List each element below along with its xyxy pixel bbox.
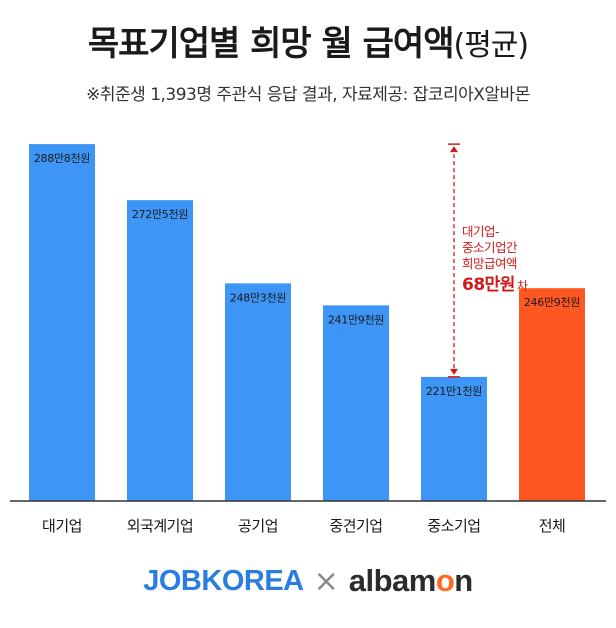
chart-title: 목표기업별 희망 월 급여액(평균) xyxy=(0,16,616,65)
bar-1 xyxy=(29,144,95,501)
chart-title-suffix: (평균) xyxy=(453,28,529,63)
bar-5 xyxy=(421,376,487,501)
data-label-1: 288만8천원 xyxy=(34,151,90,165)
annotation-line-1: 대기업- xyxy=(462,224,499,239)
chart-subtitle: ※취준생 1,393명 주관식 응답 결과, 자료제공: 잡코리아X알바몬 xyxy=(86,85,530,105)
bar-2 xyxy=(127,200,193,501)
data-label-3: 248만3천원 xyxy=(230,290,286,304)
bar-chart: 288만8천원대기업272만5천원외국계기업248만3천원공기업241만9천원중… xyxy=(10,143,606,535)
annotation-arrow-down xyxy=(450,368,458,375)
data-label-5: 221만1천원 xyxy=(426,384,482,398)
category-label-5: 중소기업 xyxy=(427,517,480,535)
annotation-line-3: 희망급여액 xyxy=(462,256,517,271)
jobkorea-logo: JOBKOREA xyxy=(143,564,304,597)
bar-4 xyxy=(323,305,389,501)
annotation-suffix: 차 xyxy=(517,279,528,293)
bar-3 xyxy=(225,283,291,501)
annotation-line-2: 중소기업간 xyxy=(462,240,518,255)
albamon-logo: albamon xyxy=(348,563,473,598)
logo-bar: JOBKOREA × albamon xyxy=(0,556,616,606)
data-label-2: 272만5천원 xyxy=(132,207,188,221)
annotation-value: 68만원 xyxy=(462,275,515,295)
data-label-4: 241만9천원 xyxy=(328,312,384,326)
chart-title-main: 목표기업별 희망 월 급여액 xyxy=(87,24,455,64)
category-label-1: 대기업 xyxy=(42,517,82,535)
bar-6 xyxy=(519,288,585,501)
annotation-arrow-up xyxy=(450,146,458,153)
category-label-4: 중견기업 xyxy=(329,517,382,535)
category-label-2: 외국계기업 xyxy=(127,517,194,535)
category-label-3: 공기업 xyxy=(238,517,278,535)
data-label-6: 246만9천원 xyxy=(524,295,580,309)
logo-separator: × xyxy=(313,563,339,599)
category-label-6: 전체 xyxy=(539,517,566,535)
